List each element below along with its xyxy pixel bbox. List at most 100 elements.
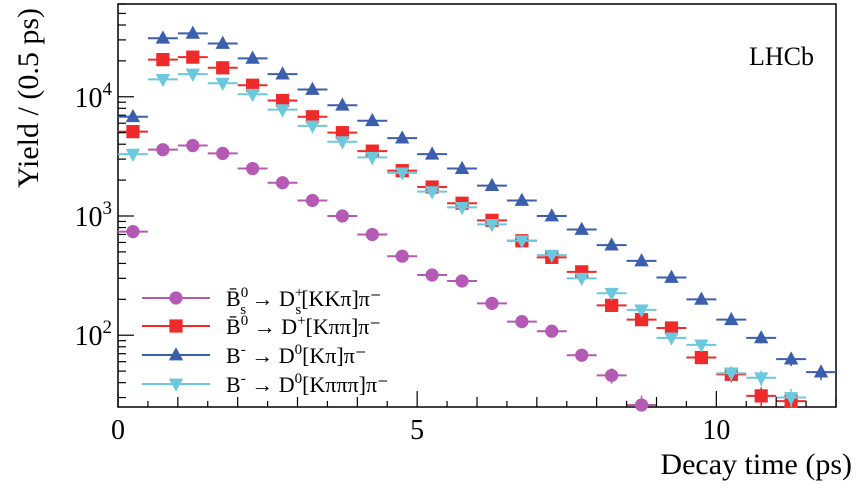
legend: B̄0 s → D+ s[KKπ]π⁻B̄0 → D+[Kππ]π⁻ B- → D0[… [142, 285, 389, 397]
data-point [783, 392, 799, 406]
data-point [694, 350, 708, 365]
data-point [634, 304, 649, 318]
data-point [365, 227, 379, 242]
data-point [724, 311, 739, 326]
data-point [605, 368, 619, 383]
legend-label: B̄0 s → D+ s[KKπ]π⁻ [226, 285, 382, 318]
data-point [245, 50, 260, 64]
data-point [275, 176, 290, 190]
y-tick-label: 104 [75, 79, 113, 114]
data-point [335, 97, 350, 111]
data-point [125, 148, 141, 162]
data-point [275, 93, 290, 108]
x-tick-label: 0 [111, 415, 125, 446]
data-point [424, 186, 440, 200]
data-point [575, 348, 589, 362]
data-point [305, 193, 320, 208]
data-point [604, 237, 619, 251]
data-point [275, 104, 290, 118]
data-point [605, 298, 619, 312]
data-point [246, 161, 260, 176]
series-2 [118, 50, 807, 408]
data-point [155, 73, 171, 88]
lhcb-label: LHCb [749, 42, 814, 71]
y-axis-title: Yield / (0.5 ps) [12, 8, 45, 188]
data-point [186, 138, 200, 153]
data-point [395, 167, 410, 181]
legend-label: B- → D0[Kπ]π⁻ [226, 342, 366, 368]
data-point [574, 221, 589, 235]
y-tick-label: 102 [75, 317, 113, 352]
data-point [484, 219, 500, 233]
data-point [305, 81, 320, 95]
data-point [365, 152, 380, 166]
data-point [754, 372, 769, 386]
data-point [783, 351, 799, 365]
data-point [455, 274, 469, 288]
legend-entry-4: B- → D0[Kπππ]π⁻ [142, 371, 389, 397]
data-point [365, 112, 380, 127]
series-4 [118, 68, 807, 407]
data-point [215, 35, 230, 49]
data-point [574, 272, 589, 287]
data-point [754, 389, 768, 403]
data-point [454, 202, 470, 216]
data-point [604, 287, 619, 302]
tick-layer: 0 5 10 102 103 104 [75, 3, 837, 446]
legend-label: B̄0 → D+[Kππ]π⁻ [226, 313, 381, 339]
data-point [544, 249, 559, 263]
data-point [634, 313, 649, 327]
data-point [305, 120, 320, 134]
series-layer [118, 25, 836, 412]
data-point [156, 53, 170, 67]
data-point [634, 253, 649, 267]
data-point [185, 25, 200, 39]
legend-entry-2: B̄0 → D+[Kππ]π⁻ [142, 313, 381, 339]
data-point [126, 125, 140, 139]
data-point [125, 108, 141, 123]
data-point [216, 146, 230, 160]
data-point [484, 177, 500, 191]
data-point [754, 330, 769, 344]
data-point [454, 160, 470, 174]
legend-marker [169, 319, 183, 333]
data-point [664, 269, 679, 283]
data-point [395, 249, 409, 263]
series-3 [118, 25, 836, 381]
legend-entry-1: B̄0 s → D+ s[KKπ]π⁻ [142, 285, 382, 318]
data-point [424, 146, 440, 160]
data-point [515, 315, 529, 329]
x-tick-label: 10 [702, 415, 730, 446]
data-point [514, 235, 530, 249]
data-point [335, 126, 349, 140]
data-point [485, 296, 499, 310]
data-point [694, 339, 709, 353]
data-point [155, 30, 171, 44]
data-point [215, 77, 230, 91]
series-1 [118, 138, 657, 412]
legend-marker [168, 347, 184, 361]
data-point [544, 208, 559, 222]
data-point [275, 66, 290, 80]
data-point [425, 268, 439, 282]
data-point [216, 61, 230, 75]
data-point [514, 192, 530, 206]
data-point [664, 321, 679, 335]
data-point [335, 136, 350, 150]
legend-marker [169, 291, 183, 305]
data-point [126, 224, 140, 239]
data-point [185, 68, 200, 82]
data-point [186, 50, 200, 64]
data-point [245, 88, 260, 103]
data-point [545, 324, 559, 338]
legend-label: B- → D0[Kπππ]π⁻ [226, 371, 389, 397]
data-point [246, 78, 260, 92]
data-point [335, 209, 349, 223]
x-tick-label: 5 [410, 415, 424, 446]
data-point [156, 143, 170, 157]
legend-marker [168, 378, 184, 392]
data-point [664, 332, 679, 346]
y-tick-label: 103 [75, 198, 113, 233]
data-point [305, 110, 320, 124]
